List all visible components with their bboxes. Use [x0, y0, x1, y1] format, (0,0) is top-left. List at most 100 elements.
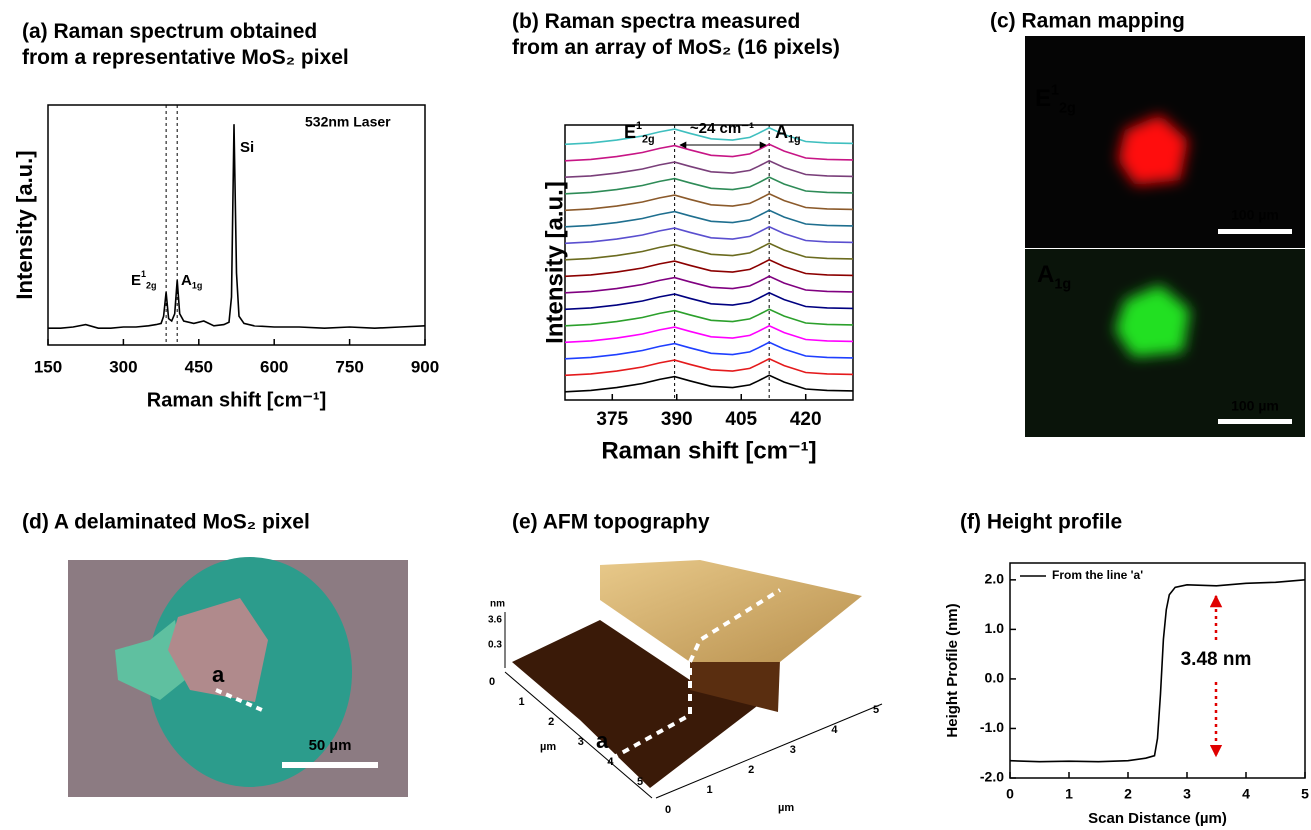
y-tick-label: 0.0 — [985, 670, 1005, 686]
annotation: Si — [240, 139, 254, 156]
x-axis-title: µm — [540, 741, 556, 753]
peak-label: E12g — [624, 120, 655, 146]
y-tick-label: 4 — [831, 724, 838, 736]
scale-bar — [1218, 229, 1292, 234]
spectrum-line — [565, 326, 853, 343]
x-tick-label: 5 — [637, 776, 643, 788]
y-axis-title: Intensity [a.u.] — [12, 150, 37, 299]
panel-title: (c) Raman mapping — [990, 10, 1185, 33]
x-tick-label: 405 — [725, 409, 757, 430]
scale-bar — [1218, 419, 1292, 424]
x-tick-label: 4 — [607, 756, 614, 768]
x-axis-title: Raman shift [cm⁻¹] — [601, 437, 816, 464]
panel-title-line: from an array of MoS₂ (16 pixels) — [512, 36, 840, 59]
y-axis-title: µm — [778, 802, 794, 814]
z-tick-label: 3.6 — [488, 615, 502, 626]
label-base: E — [1035, 85, 1051, 112]
peak-label: A1g — [181, 272, 202, 291]
label-base: A — [1037, 261, 1054, 288]
x-tick-label: 600 — [260, 357, 288, 376]
y-tick-label: 1.0 — [985, 620, 1005, 636]
spectrum-line — [565, 359, 853, 376]
spectrum-line — [565, 309, 853, 326]
label-base: A — [775, 122, 788, 142]
scale-bar-label: 100 µm — [1231, 398, 1279, 414]
label-sub: 1g — [788, 133, 801, 145]
spectrum-line — [565, 161, 853, 177]
y-tick-label: 2.0 — [985, 571, 1005, 587]
plot-frame — [1010, 563, 1305, 778]
spectrum-line — [565, 177, 853, 194]
x-tick-label: 900 — [411, 357, 439, 376]
spectrum-line — [565, 260, 853, 277]
plot-frame — [565, 125, 853, 400]
line-label: a — [212, 662, 225, 687]
x-tick-label: 1 — [1065, 786, 1073, 802]
label-sub: 1g — [192, 281, 203, 291]
scale-bar — [282, 762, 378, 768]
peak-label: E12g — [131, 269, 157, 290]
z-axis-title: nm — [490, 599, 505, 610]
x-tick-label: 2 — [1124, 786, 1132, 802]
spectrum-line — [565, 144, 853, 161]
scale-bar-label: 50 µm — [309, 737, 352, 754]
label-sup: 1 — [636, 120, 642, 132]
x-tick-label: 420 — [790, 409, 822, 430]
x-tick-label: 5 — [1301, 786, 1309, 802]
x-tick-label: 390 — [661, 409, 693, 430]
x-tick-label: 450 — [185, 357, 213, 376]
x-tick-label: 300 — [109, 357, 137, 376]
panel-title: (e) AFM topography — [512, 511, 710, 534]
x-tick-label: 2 — [548, 716, 554, 728]
label-base: E — [624, 122, 636, 142]
panel-title-line: (a) Raman spectrum obtained — [22, 20, 317, 43]
x-tick-label: 3 — [578, 736, 584, 748]
spectrum-line — [565, 293, 853, 310]
label-sub: 2g — [1059, 100, 1076, 116]
annotation: 3.48 nm — [1181, 649, 1252, 670]
y-axis-title: Intensity [a.u.] — [541, 181, 568, 344]
x-tick-label: 3 — [1183, 786, 1191, 802]
spectrum-line — [565, 375, 853, 392]
x-tick-label: 0 — [1006, 786, 1014, 802]
spectrum-line — [565, 276, 853, 293]
label-sub: 1g — [1054, 276, 1071, 292]
z-tick-label: 0.3 — [488, 640, 502, 651]
scale-bar-label: 100 µm — [1231, 207, 1279, 223]
label-sub: 2g — [642, 133, 655, 145]
label-sup: 1 — [141, 269, 146, 279]
y-tick-label: 5 — [873, 704, 879, 716]
label-base: E — [131, 272, 141, 289]
label-sub: 2g — [146, 281, 157, 291]
panel-title: (b) Raman spectra measured from an array … — [512, 10, 840, 59]
panel-title: (d) A delaminated MoS₂ pixel — [22, 511, 310, 534]
y-tick-label: 2 — [748, 764, 754, 776]
spectrum-line — [48, 124, 425, 328]
spectrum-line — [1010, 580, 1305, 762]
y-tick-label: 1 — [707, 784, 713, 796]
panel-title: (a) Raman spectrum obtained from a repres… — [22, 20, 349, 69]
spectrum-line — [565, 194, 853, 211]
y-tick-label: -1.0 — [980, 719, 1004, 735]
spectrum-line — [565, 243, 853, 259]
label-sup: 1 — [1051, 82, 1059, 98]
spectrum-line — [565, 210, 853, 227]
spectrum-line — [565, 342, 853, 359]
x-axis-title: Raman shift [cm⁻¹] — [147, 389, 326, 411]
legend-label: From the line 'a' — [1052, 568, 1143, 582]
label-base: A — [181, 272, 192, 289]
plot-frame — [48, 105, 425, 345]
figure: (a) Raman spectrum obtained from a repres… — [0, 0, 1311, 830]
annotation: 532nm Laser — [305, 114, 391, 130]
line-label: a — [596, 728, 609, 753]
spectrum-line — [565, 227, 853, 244]
panel-title-line: from a representative MoS₂ pixel — [22, 46, 349, 69]
x-tick-label: 4 — [1242, 786, 1250, 802]
panel-title-line: (b) Raman spectra measured — [512, 10, 800, 33]
x-tick-label: 1 — [519, 696, 525, 708]
x-tick-label: 0 — [489, 676, 495, 688]
y-axis-title: Height Profile (nm) — [944, 603, 961, 737]
annotation: ~24 cm⁻¹ — [690, 120, 754, 137]
x-tick-label: 750 — [335, 357, 363, 376]
x-axis-title: Scan Distance (µm) — [1088, 810, 1227, 827]
